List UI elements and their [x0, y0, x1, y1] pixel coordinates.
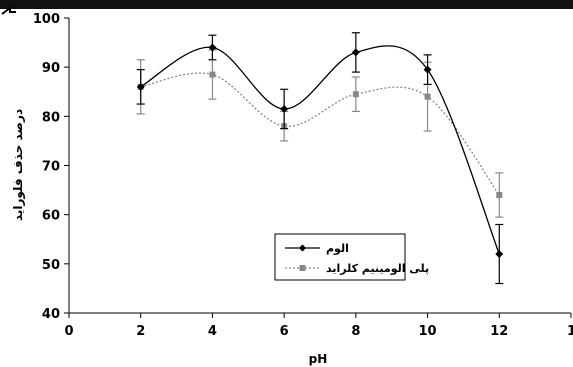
y-tick-label: 50 [42, 258, 60, 273]
series-0 [136, 32, 504, 285]
x-tick-label: 6 [280, 324, 289, 339]
x-tick-labels: 0 2 4 6 8 10 12 1 [64, 324, 573, 339]
top-dark-band [0, 0, 573, 9]
data-point [424, 93, 431, 100]
x-tick-label: 2 [136, 324, 145, 339]
data-point [280, 104, 289, 113]
x-tick-label: 10 [419, 324, 437, 339]
x-tick-label: 4 [208, 324, 217, 339]
legend-marker-alum [299, 244, 306, 252]
x-axis-title: pH [309, 352, 328, 366]
y-tick-label: 90 [42, 61, 60, 76]
data-point [352, 91, 359, 98]
data-point [423, 65, 432, 74]
legend-label-alum: الوم [326, 242, 349, 255]
data-point [136, 82, 145, 91]
y-tick-label: 60 [42, 209, 60, 224]
corner-arrow-icon [1, 6, 16, 15]
x-tick-label: 8 [351, 324, 360, 339]
x-tick-label: 12 [490, 324, 508, 339]
data-point [208, 43, 217, 52]
y-tick-label: 70 [42, 160, 60, 175]
series-1 [136, 49, 504, 218]
series-layer [136, 32, 504, 285]
y-tick-label: 100 [33, 12, 60, 27]
y-tick-labels: 40 50 60 70 80 90 100 [33, 12, 60, 322]
series-line [140, 45, 500, 255]
series-line [140, 72, 500, 196]
x-tick-label: 1 [567, 324, 573, 339]
y-axis-title: درصد حذف فلوراید [11, 109, 26, 221]
legend-label-pac: پلی الومینیم کلراید [326, 262, 429, 275]
legend-box [274, 233, 406, 281]
legend-marker-pac [299, 265, 306, 271]
x-tick-label: 0 [64, 324, 73, 339]
axes [64, 17, 572, 318]
y-tick-label: 40 [42, 307, 60, 322]
data-point [495, 250, 504, 258]
legend: الوم پلی الومینیم کلراید [274, 233, 429, 281]
data-point [496, 192, 503, 198]
data-point [209, 71, 216, 78]
y-tick-label: 80 [42, 110, 60, 125]
data-point [351, 48, 360, 57]
